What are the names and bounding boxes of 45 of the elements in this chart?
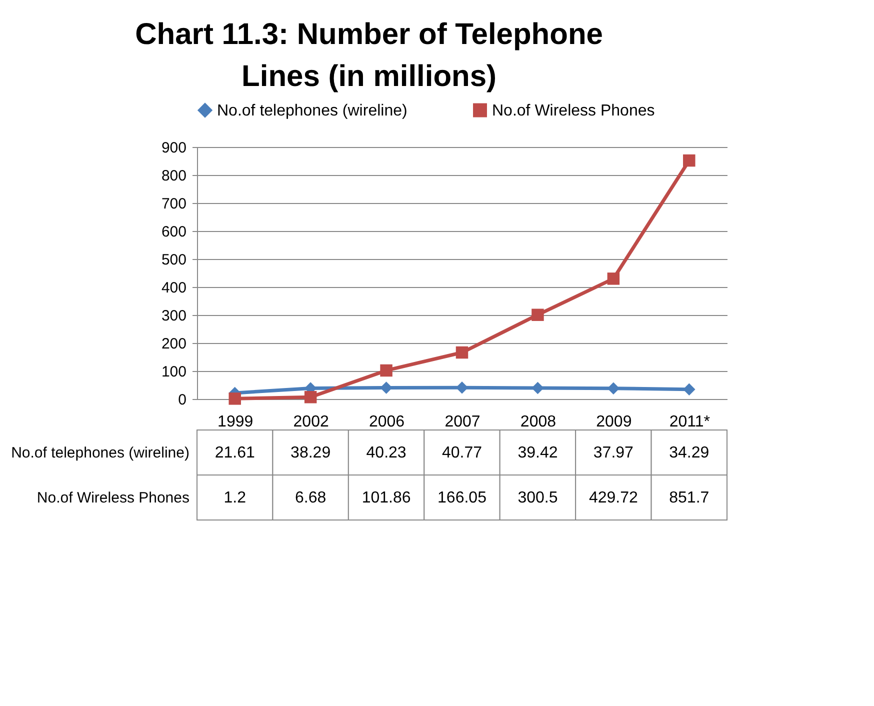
y-tick-label: 300	[161, 308, 186, 324]
x-tick-label: 2007	[444, 414, 480, 430]
data-label: 37.97	[593, 444, 634, 462]
y-tick-label: 400	[161, 280, 186, 296]
y-tick-label: 700	[161, 196, 186, 212]
point	[456, 346, 468, 359]
x-tick-label: 2009	[596, 414, 632, 430]
x-tick-label: 2011*	[669, 414, 710, 430]
x-tick-label: 1999	[218, 414, 254, 430]
data-label: 40.23	[366, 444, 406, 462]
data-label: 166.05	[438, 490, 487, 506]
data-label: 21.61	[214, 444, 255, 462]
point	[532, 382, 544, 394]
data-label: 34.29	[669, 444, 710, 462]
data-label: 38.29	[290, 444, 331, 462]
data-label: 101.86	[362, 490, 411, 506]
legend-label: No.of telephones (wireline)	[217, 102, 408, 120]
x-tick-label: 2008	[520, 414, 556, 430]
data-label: 1.2	[224, 490, 246, 506]
y-tick-label: 600	[161, 224, 186, 240]
data-label: 6.68	[295, 490, 326, 506]
y-tick-label: 0	[178, 392, 186, 408]
x-tick-label: 2002	[293, 414, 329, 430]
text: No.of Wireless Phones	[36, 490, 190, 506]
y-tick-label: 900	[161, 140, 186, 156]
data-label: 851.7	[669, 490, 710, 506]
data-label: 40.77	[442, 444, 482, 462]
point	[380, 364, 392, 377]
chart-title: Chart 11.3: Number of Telephone Lines (in millions)	[135, 18, 603, 93]
legend-label: No.of Wireless Phones	[492, 102, 655, 120]
data-label: 39.42	[518, 444, 558, 462]
data-label: 300.5	[518, 490, 558, 506]
y-tick-label: 500	[161, 252, 186, 268]
y-tick-label: 100	[161, 364, 186, 380]
data-label: 429.72	[588, 490, 638, 506]
x-tick-label: 2006	[368, 414, 405, 430]
text: No.of telephones (wireline)	[11, 444, 190, 462]
point	[228, 392, 241, 405]
point	[532, 308, 544, 321]
y-tick-label: 800	[161, 168, 186, 184]
point	[304, 391, 317, 404]
point	[683, 383, 696, 396]
point	[607, 272, 620, 285]
point	[683, 154, 696, 167]
y-tick-label: 200	[161, 336, 186, 352]
